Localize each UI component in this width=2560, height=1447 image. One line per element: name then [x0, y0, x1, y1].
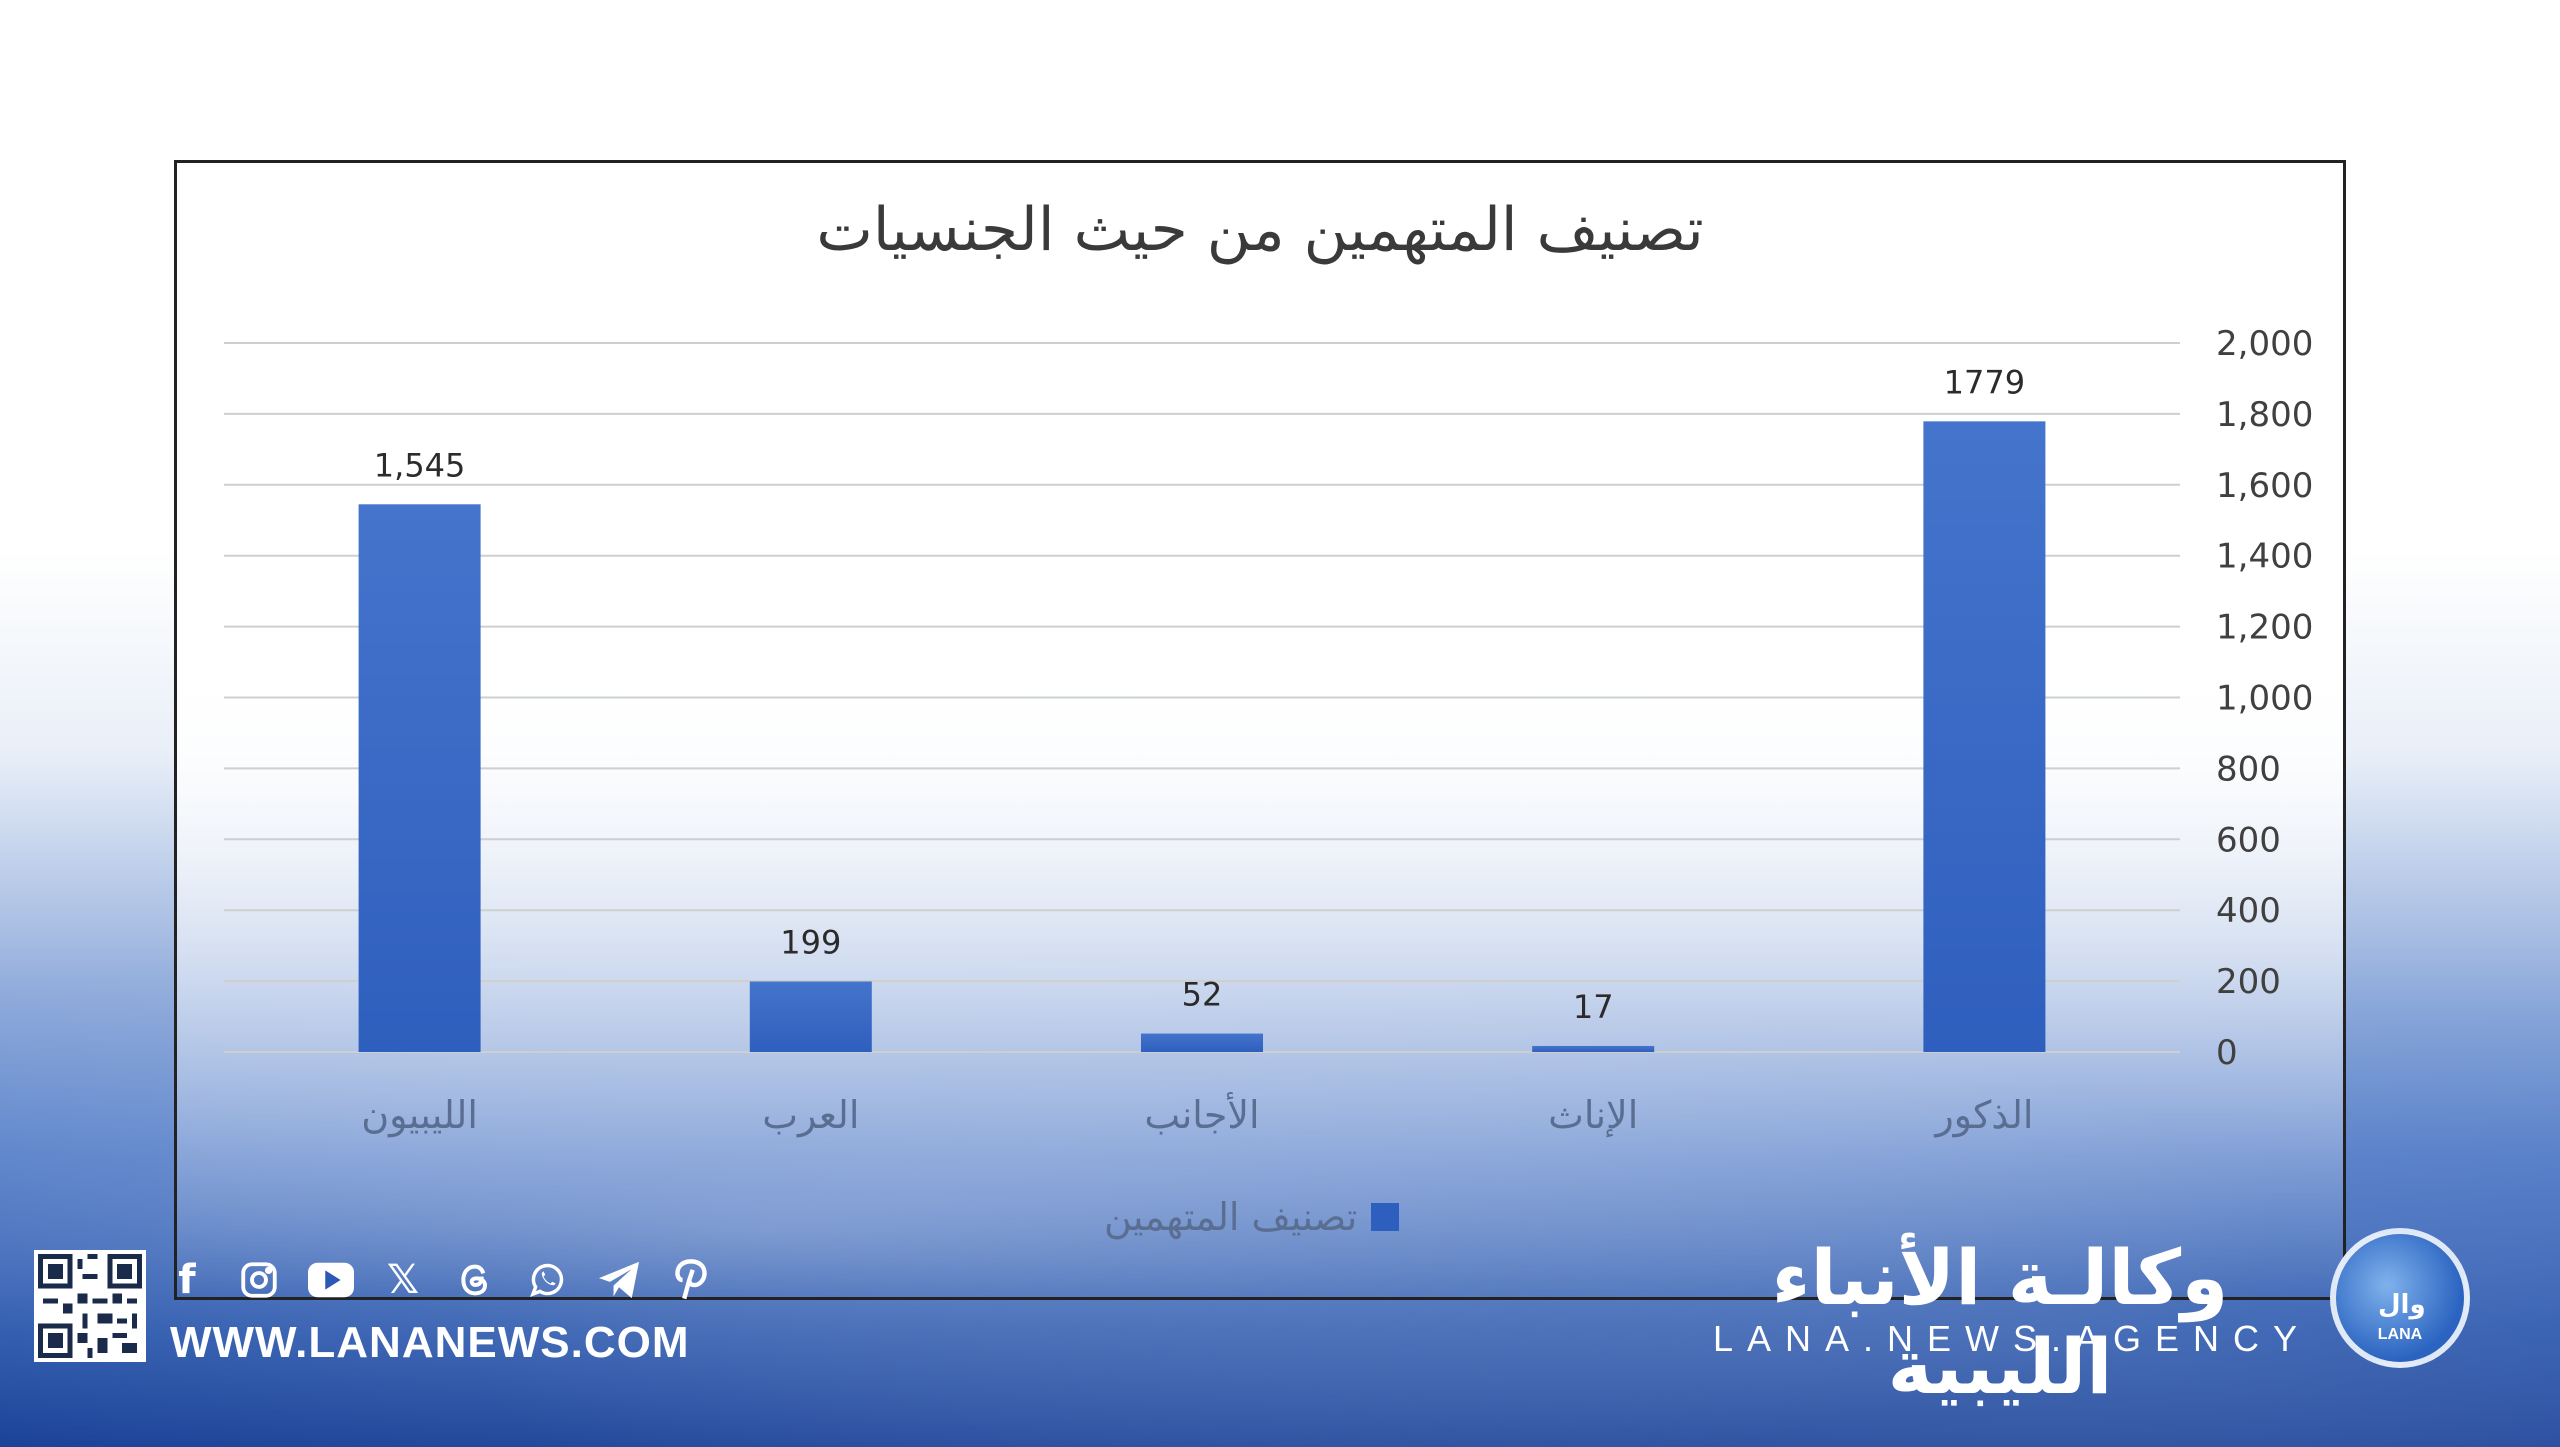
y-tick-label: 400 — [2216, 891, 2281, 931]
logo-arabic-text: وال — [2378, 1290, 2426, 1320]
facebook-icon[interactable]: f — [178, 1257, 196, 1303]
y-tick-label: 0 — [2216, 1033, 2238, 1073]
agency-logo: LANA — [2330, 1228, 2470, 1368]
whatsapp-icon[interactable] — [522, 1255, 572, 1305]
x-tick-label: الليبيون — [361, 1093, 478, 1138]
pinterest-icon[interactable] — [666, 1255, 716, 1305]
data-label: 1,545 — [374, 446, 466, 484]
y-tick-label: 1,600 — [2216, 466, 2313, 506]
y-tick-label: 1,000 — [2216, 679, 2313, 719]
y-tick-label: 1,200 — [2216, 608, 2313, 648]
data-label: 52 — [1182, 976, 1223, 1014]
bar — [749, 981, 872, 1052]
data-label: 199 — [780, 923, 841, 961]
bars — [358, 421, 2046, 1053]
data-label: 17 — [1573, 988, 1614, 1026]
x-tick-label: العرب — [762, 1093, 859, 1138]
y-tick-label: 2,000 — [2216, 324, 2313, 364]
qr-code — [34, 1250, 146, 1362]
legend: تصنيف المتهمين — [1104, 1195, 1400, 1239]
y-axis-ticks: 0 200 400 600 800 1,000 1,200 1,400 1,600 1,800 2,… — [2216, 324, 2313, 1073]
x-tick-label: الإناث — [1548, 1093, 1638, 1138]
agency-name-arabic: وكالـة الأنباء الليبية — [1771, 1233, 2229, 1411]
chart-title: تصنيف المتهمين من حيث الجنسيات — [816, 195, 1704, 265]
social-links: f 𝕏 — [162, 1255, 716, 1305]
bar — [358, 504, 481, 1052]
legend-label: تصنيف المتهمين — [1104, 1195, 1358, 1239]
data-labels: 1,545 199 52 17 1779 — [374, 363, 2025, 1026]
data-label: 1779 — [1944, 363, 2025, 401]
y-tick-label: 600 — [2216, 820, 2281, 860]
youtube-icon[interactable] — [306, 1255, 356, 1305]
y-tick-label: 800 — [2216, 749, 2281, 789]
logo-text: LANA — [2377, 1326, 2423, 1343]
gridlines — [224, 342, 2180, 1053]
agency-name-english: LANA.NEWS.AGENCY — [1712, 1318, 2312, 1359]
y-tick-label: 1,400 — [2216, 537, 2313, 577]
x-axis-labels: الليبيون العرب الأجانب الإناث الذكور — [361, 1091, 2033, 1138]
instagram-icon[interactable] — [234, 1255, 284, 1305]
bar — [1923, 421, 2046, 1053]
website-url[interactable]: WWW.LANANEWS.COM — [170, 1318, 690, 1367]
telegram-icon[interactable] — [594, 1255, 644, 1305]
y-tick-label: 1,800 — [2216, 395, 2313, 435]
x-tick-label: الذكور — [1933, 1093, 2033, 1138]
bar — [1141, 1033, 1263, 1052]
y-tick-label: 200 — [2216, 962, 2281, 1002]
bar — [1532, 1045, 1655, 1052]
x-icon[interactable]: 𝕏 — [386, 1257, 420, 1303]
threads-icon[interactable] — [450, 1255, 500, 1305]
x-tick-label: الأجانب — [1144, 1091, 1259, 1137]
legend-swatch — [1371, 1203, 1400, 1231]
